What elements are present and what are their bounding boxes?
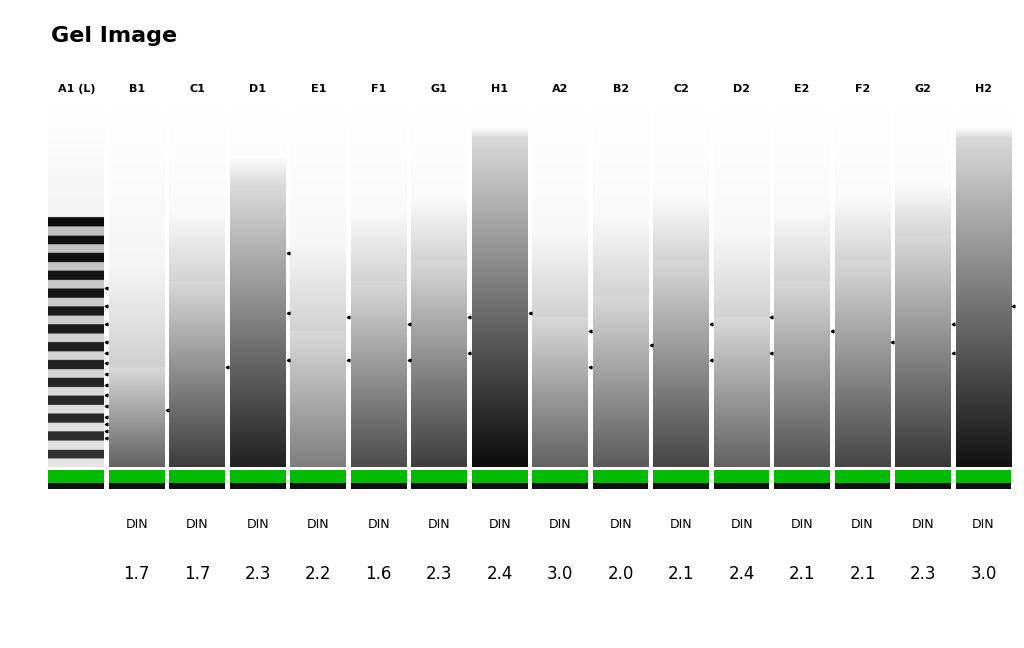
Bar [774,483,829,489]
Bar [109,470,165,483]
Text: DIN: DIN [247,518,269,531]
Bar [230,483,286,489]
Bar [835,483,891,489]
Text: DIN: DIN [488,518,511,531]
Bar [714,470,769,483]
Bar [895,483,951,489]
Text: B1: B1 [129,84,144,94]
Bar [472,470,527,483]
Bar [593,483,648,489]
Bar [955,483,1012,489]
Bar [774,470,829,483]
Bar [532,470,588,483]
Text: 2.3: 2.3 [426,565,453,583]
Text: DIN: DIN [791,518,813,531]
Text: C2: C2 [673,84,689,94]
Text: DIN: DIN [186,518,209,531]
Text: H2: H2 [975,84,992,94]
Text: 2.4: 2.4 [728,565,755,583]
Text: 2.1: 2.1 [788,565,815,583]
Bar [472,483,527,489]
Text: DIN: DIN [126,518,148,531]
Text: A2: A2 [552,84,568,94]
Bar [412,470,467,483]
Text: 1.7: 1.7 [124,565,150,583]
Text: G1: G1 [431,84,447,94]
Text: 2.3: 2.3 [245,565,271,583]
Bar [653,483,709,489]
Bar [351,483,407,489]
Text: 2.1: 2.1 [849,565,876,583]
Text: 2.2: 2.2 [305,565,332,583]
Bar [291,483,346,489]
Bar [109,483,165,489]
Text: 2.4: 2.4 [486,565,513,583]
Text: DIN: DIN [911,518,934,531]
Text: G2: G2 [914,84,932,94]
Text: 1.6: 1.6 [366,565,392,583]
Text: E2: E2 [795,84,810,94]
Text: Gel Image: Gel Image [51,26,177,46]
Text: 2.0: 2.0 [607,565,634,583]
Text: F2: F2 [855,84,870,94]
Bar [593,470,648,483]
Text: DIN: DIN [368,518,390,531]
Text: E1: E1 [310,84,326,94]
Bar [48,483,104,489]
Bar [351,470,407,483]
Bar [895,470,951,483]
Bar [412,483,467,489]
Text: DIN: DIN [730,518,753,531]
Text: DIN: DIN [851,518,873,531]
Text: 2.3: 2.3 [909,565,936,583]
Text: B2: B2 [612,84,629,94]
Text: 3.0: 3.0 [971,565,996,583]
Text: 1.7: 1.7 [184,565,211,583]
Text: D1: D1 [249,84,266,94]
Bar [653,470,709,483]
Text: C1: C1 [189,84,205,94]
Text: H1: H1 [492,84,508,94]
Bar [291,470,346,483]
Bar [532,483,588,489]
Text: DIN: DIN [307,518,330,531]
Text: 2.1: 2.1 [668,565,694,583]
Bar [714,483,769,489]
Text: DIN: DIN [670,518,692,531]
Text: 3.0: 3.0 [547,565,573,583]
Text: A1 (L): A1 (L) [57,84,95,94]
Text: DIN: DIN [972,518,995,531]
Text: D2: D2 [733,84,751,94]
Text: DIN: DIN [428,518,451,531]
Text: F1: F1 [371,84,386,94]
Text: DIN: DIN [549,518,571,531]
Bar [169,470,225,483]
Bar [955,470,1012,483]
Text: DIN: DIN [609,518,632,531]
Bar [48,470,104,483]
Bar [230,470,286,483]
Bar [169,483,225,489]
Bar [835,470,891,483]
